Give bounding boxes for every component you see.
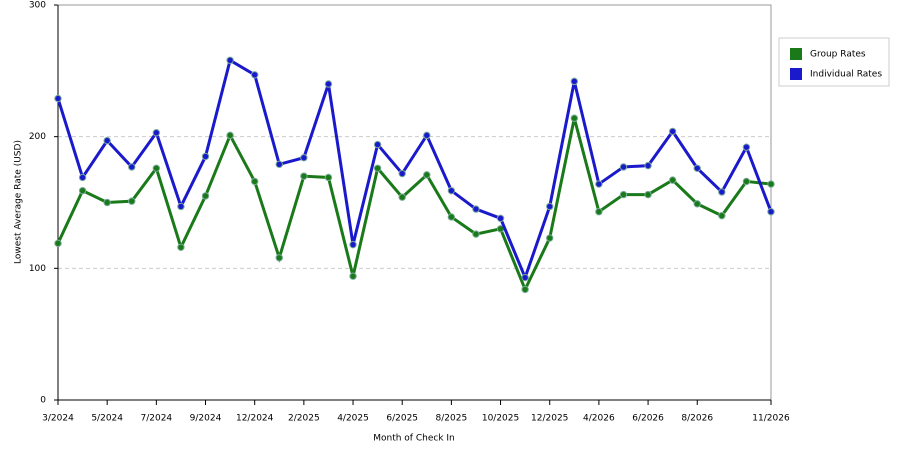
data-point: [521, 273, 529, 282]
data-point: [152, 129, 161, 137]
x-tick-label: 7/2024: [141, 414, 173, 424]
data-point: [546, 202, 554, 211]
data-point: [103, 198, 111, 207]
data-point: [546, 234, 554, 242]
data-point: [570, 77, 579, 86]
data-point: [128, 197, 136, 205]
data-point: [595, 208, 603, 216]
data-point: [742, 143, 751, 151]
data-point: [570, 114, 579, 122]
series-line: [56, 57, 773, 282]
legend-swatch: [790, 48, 802, 60]
x-tick-label: 6/2025: [386, 414, 418, 424]
data-point: [742, 177, 751, 186]
data-point: [398, 169, 406, 178]
data-point: [226, 56, 234, 64]
x-tick-label: 12/2025: [531, 414, 568, 424]
y-tick-label: 0: [40, 396, 46, 406]
data-point: [250, 71, 259, 79]
x-tick-label: 5/2024: [91, 414, 123, 424]
data-point: [595, 180, 603, 188]
data-point: [324, 80, 333, 88]
x-tick-label: 10/2025: [482, 414, 519, 424]
y-axis-label: Lowest Average Rate (USD): [14, 140, 24, 264]
legend-label: Group Rates: [810, 50, 866, 60]
data-point: [718, 188, 726, 196]
data-point: [447, 186, 456, 195]
data-point: [78, 173, 87, 182]
series-line: [56, 117, 772, 294]
data-point: [275, 254, 283, 262]
data-point: [201, 152, 210, 161]
x-tick-label: 4/2025: [337, 414, 369, 424]
data-point: [472, 205, 480, 213]
data-point: [619, 190, 628, 199]
x-tick-label: 12/2024: [236, 414, 274, 424]
data-point: [767, 180, 775, 188]
x-tick-label: 8/2026: [681, 414, 713, 424]
data-point: [644, 190, 652, 199]
y-tick-label: 100: [29, 264, 46, 274]
data-point: [423, 131, 431, 140]
data-point: [619, 163, 628, 171]
data-point: [300, 172, 308, 180]
y-tick-label: 200: [29, 132, 46, 142]
data-point: [668, 127, 677, 136]
data-point: [693, 200, 701, 208]
data-point: [177, 202, 185, 211]
legend-swatch: [790, 68, 802, 80]
data-point: [373, 164, 382, 172]
data-point: [668, 176, 677, 184]
data-point: [447, 213, 456, 221]
data-point: [152, 164, 161, 172]
x-tick-label: 9/2024: [190, 414, 222, 424]
data-point: [349, 272, 357, 280]
x-tick-label: 3/2024: [42, 414, 74, 424]
data-point: [693, 164, 701, 172]
data-point: [398, 193, 406, 201]
data-point: [128, 163, 136, 171]
data-point: [324, 173, 333, 182]
data-point: [54, 239, 62, 248]
y-tick-label: 300: [29, 1, 46, 11]
data-point: [373, 140, 382, 149]
x-tick-label: 4/2026: [583, 414, 615, 424]
data-point: [349, 240, 357, 249]
x-tick-label: 6/2026: [632, 414, 664, 424]
data-point: [644, 161, 652, 170]
data-point: [718, 211, 726, 220]
data-point: [521, 285, 529, 294]
data-point: [423, 171, 431, 179]
data-point: [103, 136, 111, 145]
data-point: [177, 243, 185, 251]
x-axis-label: Month of Check In: [373, 434, 455, 444]
legend-label: Individual Rates: [810, 70, 882, 80]
data-point: [226, 131, 234, 140]
x-tick-label: 2/2025: [288, 414, 320, 424]
data-point: [300, 154, 308, 162]
x-tick-label: 8/2025: [436, 414, 468, 424]
data-point: [496, 214, 505, 223]
data-point: [275, 160, 283, 169]
data-point: [472, 230, 480, 238]
x-tick-label: 11/2026: [752, 414, 790, 424]
data-point: [767, 208, 775, 216]
data-point: [54, 94, 62, 103]
data-point: [250, 177, 259, 186]
data-point: [201, 192, 210, 200]
data-point: [78, 186, 87, 195]
